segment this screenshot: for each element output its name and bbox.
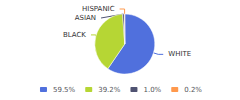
svg-text:ASIAN: ASIAN	[75, 14, 96, 22]
svg-text:WHITE: WHITE	[168, 50, 191, 58]
svg-text:0.2%: 0.2%	[184, 86, 202, 94]
svg-text:1.0%: 1.0%	[143, 86, 161, 94]
svg-text:HISPANIC: HISPANIC	[82, 5, 115, 13]
svg-text:BLACK: BLACK	[63, 31, 86, 39]
svg-text:59.5%: 59.5%	[53, 86, 76, 94]
svg-text:39.2%: 39.2%	[98, 86, 121, 94]
